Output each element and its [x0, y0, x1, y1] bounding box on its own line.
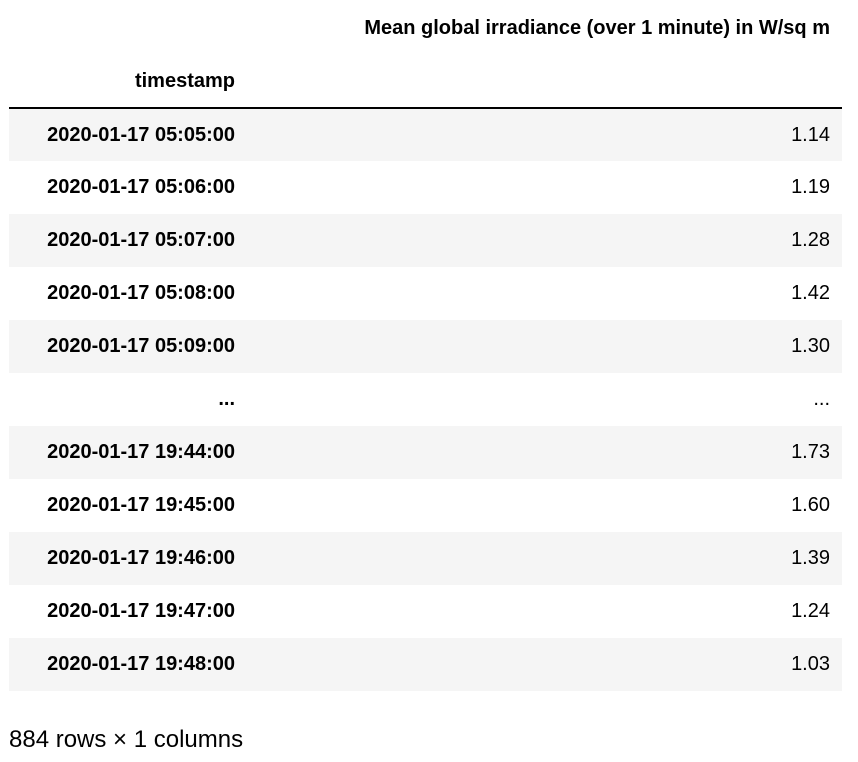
row-value: 1.19 [791, 176, 830, 198]
table-row: 2020-01-17 05:07:00 1.28 [9, 214, 842, 267]
table-row: 2020-01-17 05:05:00 1.14 [9, 108, 842, 161]
row-value: ... [813, 388, 830, 410]
row-index: 2020-01-17 19:44:00 [47, 441, 235, 463]
table-row: 2020-01-17 19:48:00 1.03 [9, 638, 842, 691]
table-row: 2020-01-17 19:45:00 1.60 [9, 479, 842, 532]
index-name: timestamp [134, 70, 235, 92]
row-index: 2020-01-17 05:06:00 [47, 176, 235, 198]
row-index: 2020-01-17 05:08:00 [47, 282, 235, 304]
table-row: 2020-01-17 05:09:00 1.30 [9, 320, 842, 373]
row-value: 1.73 [791, 441, 830, 463]
ellipsis-row: ...... [9, 373, 842, 426]
table-row: 2020-01-17 19:47:00 1.24 [9, 585, 842, 638]
row-value: 1.14 [791, 123, 830, 146]
row-index: 2020-01-17 19:45:00 [47, 494, 235, 516]
row-value: 1.03 [791, 653, 830, 675]
index-name-blank [247, 56, 842, 108]
table-row: 2020-01-17 19:46:00 1.39 [9, 532, 842, 585]
row-index: 2020-01-17 05:05:00 [47, 123, 235, 146]
table-row: 2020-01-17 05:06:00 1.19 [9, 161, 842, 214]
row-value: 1.39 [791, 547, 830, 569]
row-index: ... [218, 388, 235, 410]
row-value: 1.30 [791, 335, 830, 357]
column-header: Mean global irradiance (over 1 minute) i… [364, 16, 830, 39]
index-header-blank [9, 0, 247, 56]
table-row: 2020-01-17 19:44:00 1.73 [9, 426, 842, 479]
row-value: 1.24 [791, 600, 830, 622]
row-index: 2020-01-17 05:07:00 [47, 229, 235, 251]
column-header-row: Mean global irradiance (over 1 minute) i… [9, 0, 842, 56]
dataframe-table: Mean global irradiance (over 1 minute) i… [9, 0, 842, 691]
row-value: 1.60 [791, 494, 830, 516]
table-row: 2020-01-17 05:08:00 1.42 [9, 267, 842, 320]
row-index: 2020-01-17 19:48:00 [47, 653, 235, 675]
index-name-row: timestamp [9, 56, 842, 108]
row-index: 2020-01-17 19:47:00 [47, 600, 235, 622]
row-value: 1.42 [791, 282, 830, 304]
row-index: 2020-01-17 19:46:00 [47, 547, 235, 569]
row-index: 2020-01-17 05:09:00 [47, 335, 235, 357]
shape-summary: 884 rows × 1 columns [9, 726, 244, 753]
row-value: 1.28 [791, 229, 830, 251]
